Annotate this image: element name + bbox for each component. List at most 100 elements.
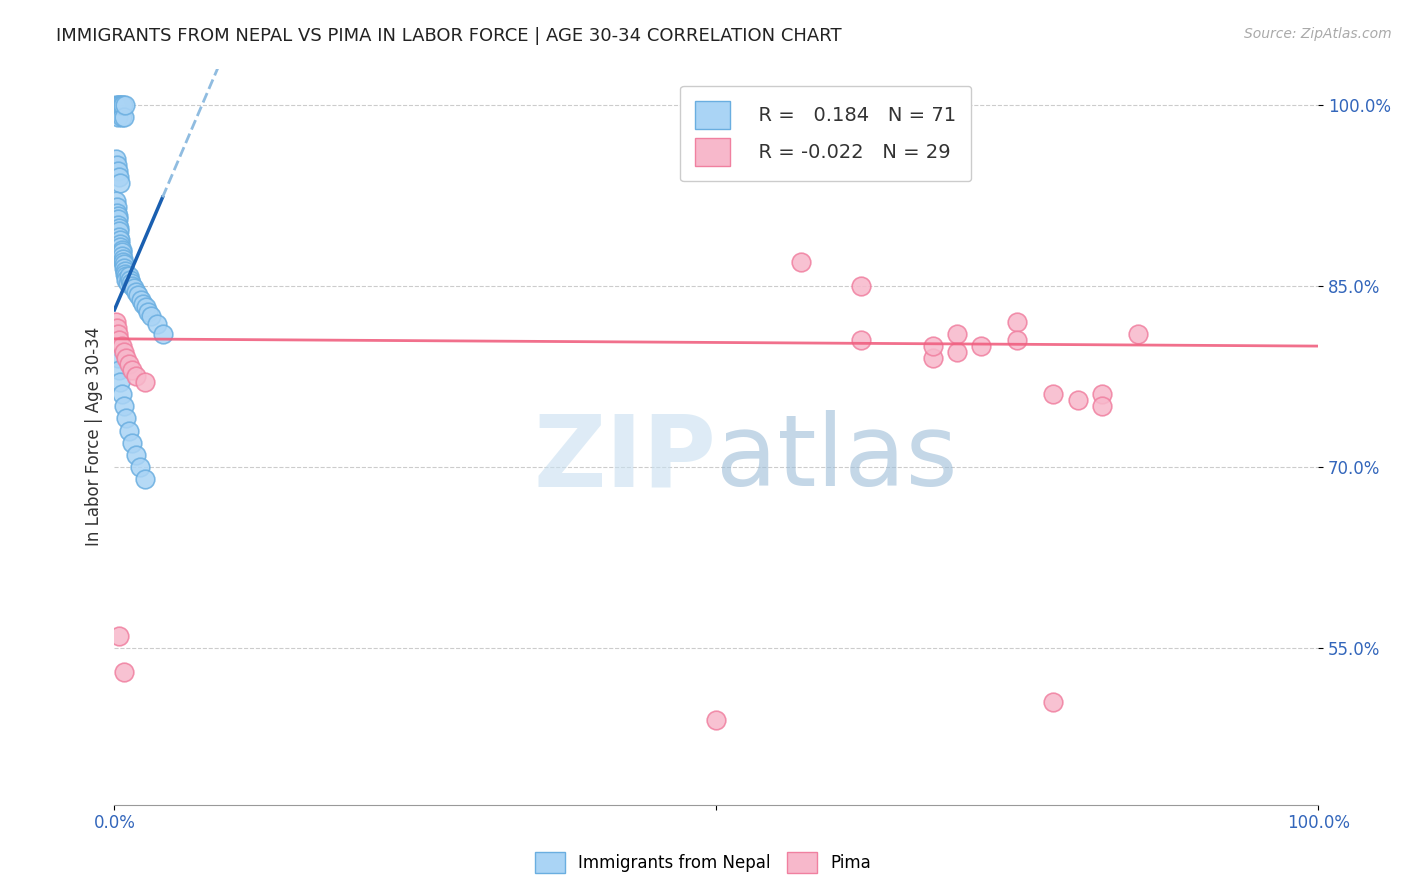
Point — [111, 249, 134, 263]
Point — [122, 281, 145, 295]
Point — [946, 326, 969, 341]
Point — [922, 351, 945, 366]
Point — [112, 257, 135, 271]
Point — [135, 301, 157, 315]
Point — [111, 387, 134, 401]
Point — [922, 339, 945, 353]
Point — [108, 629, 131, 643]
Point — [107, 326, 129, 341]
Point — [139, 309, 162, 323]
Y-axis label: In Labor Force | Age 30-34: In Labor Force | Age 30-34 — [86, 327, 103, 546]
Point — [107, 212, 129, 227]
Text: atlas: atlas — [716, 410, 957, 508]
Point — [111, 244, 134, 259]
Point — [105, 200, 128, 214]
Point — [145, 318, 167, 332]
Legend:   R =   0.184   N = 71,   R = -0.022   N = 29: R = 0.184 N = 71, R = -0.022 N = 29 — [679, 86, 972, 181]
Point — [111, 97, 134, 112]
Point — [110, 240, 132, 254]
Point — [1126, 326, 1149, 341]
Point — [111, 243, 134, 257]
Point — [1090, 387, 1112, 401]
Legend: Immigrants from Nepal, Pima: Immigrants from Nepal, Pima — [529, 846, 877, 880]
Point — [107, 110, 129, 124]
Point — [704, 713, 727, 727]
Point — [110, 97, 132, 112]
Point — [114, 97, 136, 112]
Point — [107, 351, 129, 366]
Point — [104, 315, 127, 329]
Point — [108, 230, 131, 244]
Point — [108, 363, 131, 377]
Point — [111, 110, 134, 124]
Point — [104, 194, 127, 209]
Point — [112, 260, 135, 275]
Point — [1042, 387, 1064, 401]
Point — [105, 206, 128, 220]
Point — [128, 459, 150, 474]
Point — [107, 209, 129, 223]
Point — [134, 376, 156, 390]
Point — [111, 252, 134, 267]
Point — [125, 285, 148, 299]
Point — [105, 158, 128, 172]
Point — [110, 233, 132, 247]
Point — [849, 333, 872, 347]
Point — [118, 357, 141, 371]
Point — [946, 345, 969, 359]
Point — [114, 264, 136, 278]
Point — [120, 277, 142, 291]
Point — [132, 297, 155, 311]
Point — [112, 665, 135, 679]
Point — [120, 273, 142, 287]
Point — [117, 277, 139, 291]
Point — [115, 411, 138, 425]
Point — [121, 278, 143, 293]
Point — [121, 363, 143, 377]
Point — [125, 448, 148, 462]
Point — [849, 278, 872, 293]
Point — [107, 164, 129, 178]
Point — [1007, 333, 1029, 347]
Point — [111, 339, 134, 353]
Point — [1007, 315, 1029, 329]
Text: Source: ZipAtlas.com: Source: ZipAtlas.com — [1244, 27, 1392, 41]
Point — [1066, 393, 1088, 408]
Point — [136, 305, 159, 319]
Point — [110, 176, 132, 190]
Point — [115, 269, 138, 284]
Point — [104, 97, 127, 112]
Point — [112, 400, 135, 414]
Point — [108, 170, 131, 185]
Point — [115, 273, 138, 287]
Point — [111, 254, 134, 268]
Text: IMMIGRANTS FROM NEPAL VS PIMA IN LABOR FORCE | AGE 30-34 CORRELATION CHART: IMMIGRANTS FROM NEPAL VS PIMA IN LABOR F… — [56, 27, 842, 45]
Point — [105, 339, 128, 353]
Point — [129, 293, 152, 308]
Point — [115, 351, 138, 366]
Point — [125, 369, 148, 384]
Point — [127, 288, 149, 302]
Point — [104, 152, 127, 166]
Point — [108, 333, 131, 347]
Point — [108, 220, 131, 235]
Point — [107, 219, 129, 233]
Point — [107, 97, 129, 112]
Point — [110, 236, 132, 251]
Point — [134, 472, 156, 486]
Text: ZIP: ZIP — [533, 410, 716, 508]
Point — [111, 97, 134, 112]
Point — [121, 435, 143, 450]
Point — [118, 269, 141, 284]
Point — [1090, 400, 1112, 414]
Point — [114, 267, 136, 281]
Point — [152, 326, 174, 341]
Point — [118, 424, 141, 438]
Point — [110, 376, 132, 390]
Point — [108, 97, 131, 112]
Point — [970, 339, 993, 353]
Point — [789, 254, 811, 268]
Point — [1042, 695, 1064, 709]
Point — [112, 345, 135, 359]
Point — [108, 224, 131, 238]
